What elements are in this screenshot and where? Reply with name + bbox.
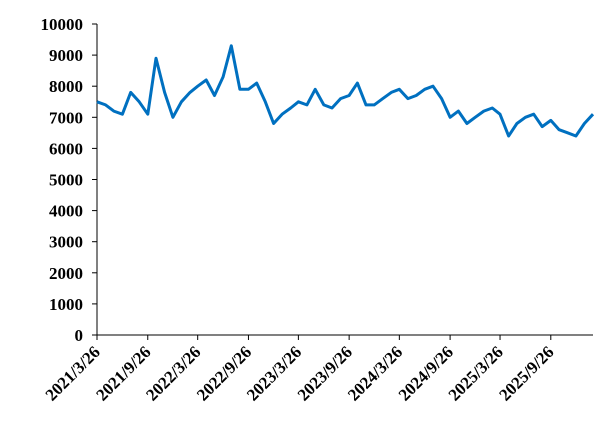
y-tick-label: 1000 (49, 295, 83, 314)
y-tick-label: 10000 (41, 15, 84, 34)
y-tick-label: 4000 (49, 202, 83, 221)
x-tick-label: 2021/3/26 (42, 342, 104, 404)
x-tick-label: 2023/9/26 (294, 342, 356, 404)
y-tick-label: 9000 (49, 46, 83, 65)
x-tick-label: 2024/3/26 (344, 342, 406, 404)
y-tick-label: 6000 (49, 139, 83, 158)
x-tick-label: 2023/3/26 (243, 342, 305, 404)
x-tick-label: 2025/3/26 (445, 342, 507, 404)
line (96, 44, 595, 138)
x-tick-label: 2022/3/26 (142, 342, 204, 404)
y-tick-label: 8000 (49, 77, 83, 96)
y-tick-label: 2000 (49, 264, 83, 283)
y-tick-label: 7000 (49, 108, 83, 127)
y-tick-label: 5000 (49, 171, 83, 190)
y-tick-label: 0 (75, 326, 84, 345)
y-tick-label: 3000 (49, 233, 83, 252)
x-tick-label: 2025/9/26 (495, 342, 557, 404)
